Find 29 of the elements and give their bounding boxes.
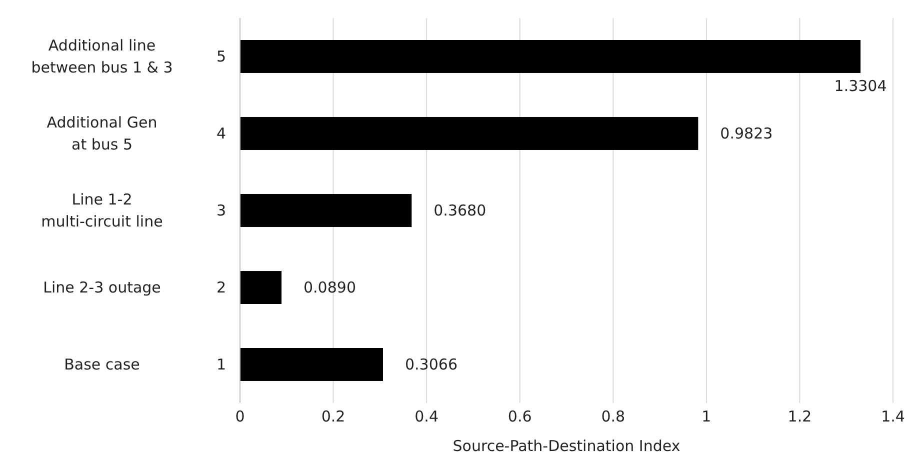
x-tick-label: 0.8 — [601, 408, 626, 426]
x-axis-title: Source-Path-Destination Index — [452, 437, 680, 455]
x-tick-label: 0.2 — [321, 408, 346, 426]
data-label: 0.3680 — [434, 202, 486, 220]
y-tick-label: 2 — [216, 278, 226, 296]
x-tick-label: 0 — [235, 408, 245, 426]
x-tick-label: 1.4 — [881, 408, 905, 426]
x-tick-label: 1 — [702, 408, 712, 426]
bar — [240, 271, 282, 304]
bar — [240, 194, 412, 227]
y-tick-label: 5 — [216, 48, 226, 66]
y-tick-label: 1 — [216, 356, 226, 374]
text: Additional line between bus 1 & 3 — [31, 36, 173, 76]
x-tick-label: 0.4 — [414, 408, 438, 426]
text: Base case — [64, 356, 140, 374]
data-label: 0.0890 — [304, 278, 356, 296]
y-tick-label: 3 — [216, 202, 226, 220]
x-tick-label: 0.6 — [508, 408, 532, 426]
text: Additional Gen at bus 5 — [46, 114, 158, 154]
text: Line 2-3 outage — [43, 278, 161, 296]
data-label: 0.3066 — [405, 356, 458, 374]
text: Line 1-2 multi-circuit line — [41, 190, 163, 230]
x-tick-label: 1.2 — [788, 408, 812, 426]
bar — [240, 348, 384, 381]
y-tick-label: 4 — [216, 124, 226, 142]
bar — [240, 117, 698, 150]
data-label: 1.3304 — [834, 77, 887, 95]
bar — [240, 40, 861, 73]
data-label: 0.9823 — [720, 124, 773, 142]
